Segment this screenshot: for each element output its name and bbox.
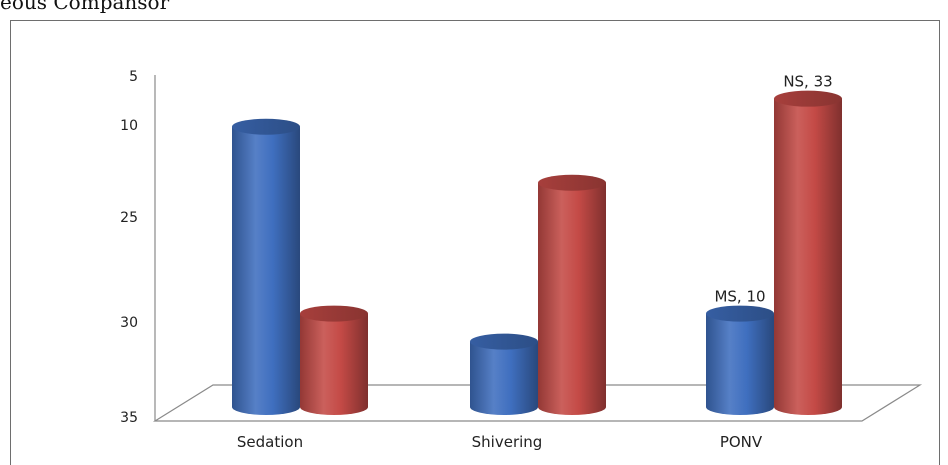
bar-ms-ponv: [706, 313, 774, 415]
bar-ns-sedation: [300, 313, 368, 415]
data-label: MS, 10: [714, 288, 765, 306]
data-label: NS, 33: [783, 73, 832, 91]
bar-top-ms-shivering: [470, 333, 538, 350]
x-tick-label: Sedation: [237, 433, 303, 451]
bar-ns-ponv: [774, 98, 842, 415]
bar-top-ns-ponv: [774, 90, 842, 107]
chart-frame: [10, 20, 940, 465]
bar-top-ms-ponv: [706, 305, 774, 322]
y-tick-label: 30: [120, 315, 138, 331]
bar-ms-shivering: [470, 341, 538, 415]
header-text-fragment: eous Compansor: [0, 0, 170, 14]
y-tick-label: 25: [120, 210, 138, 226]
x-tick-label: PONV: [720, 433, 763, 451]
bar-ns-shivering: [538, 182, 606, 415]
y-tick-label: 10: [120, 118, 138, 134]
bar-top-ns-shivering: [538, 174, 606, 191]
x-tick-label: Shivering: [472, 433, 543, 451]
y-tick-label: 5: [129, 69, 138, 85]
y-tick-label: 35: [120, 410, 138, 426]
bar-top-ms-sedation: [232, 118, 300, 135]
bar-ms-sedation: [232, 126, 300, 415]
bar-top-ns-sedation: [300, 305, 368, 322]
